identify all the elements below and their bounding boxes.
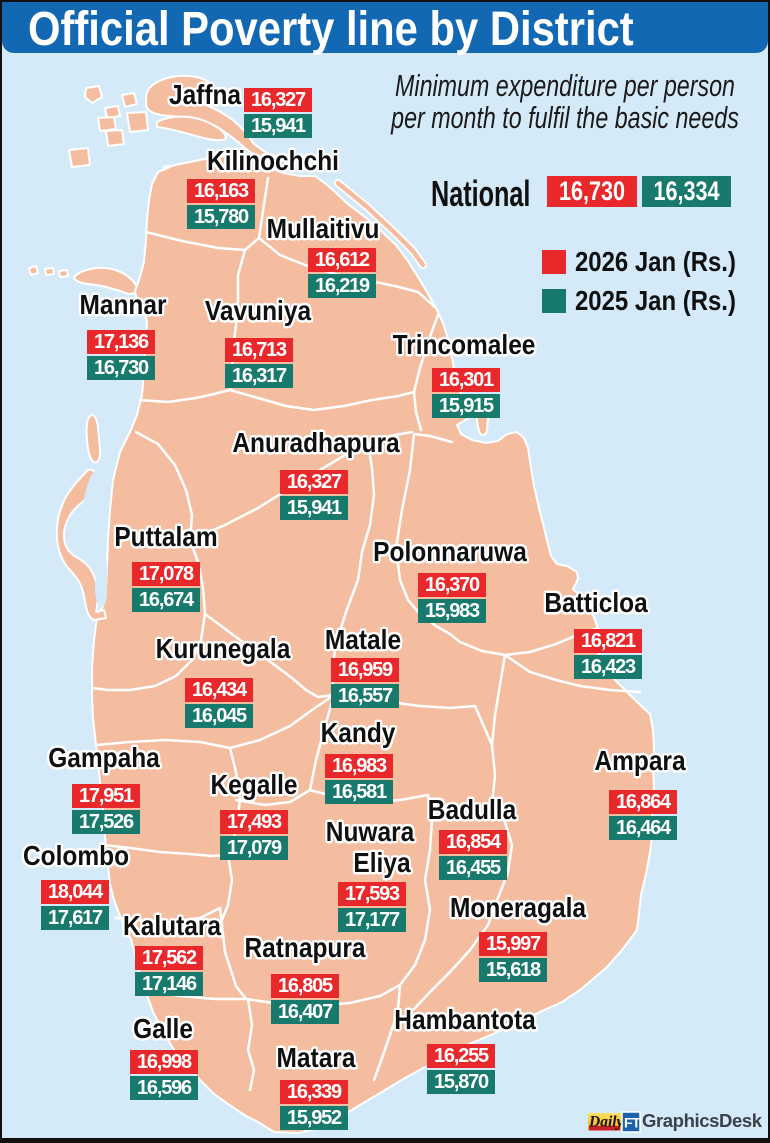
- svg-text:GraphicsDesk: GraphicsDesk: [642, 1110, 763, 1131]
- svg-text:FT: FT: [624, 1115, 641, 1131]
- svg-text:Daily: Daily: [588, 1114, 624, 1131]
